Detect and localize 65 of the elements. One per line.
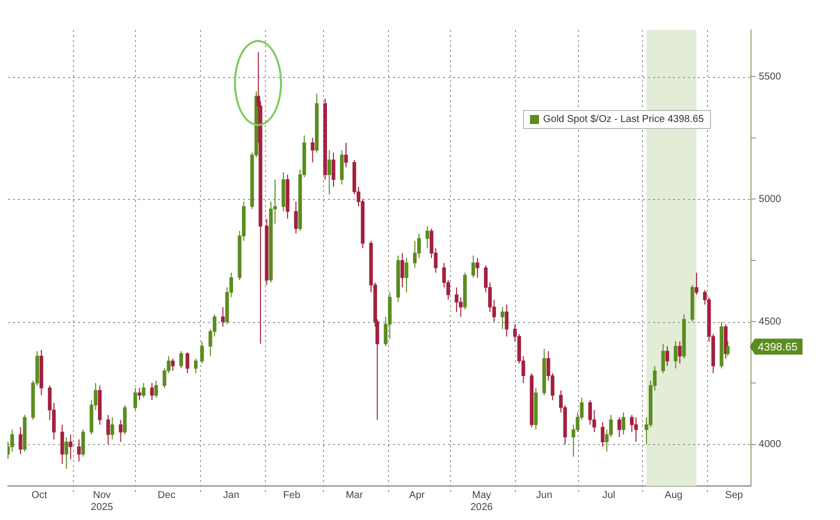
candlestick: [327, 150, 332, 195]
candlestick: [110, 416, 114, 440]
candlestick: [726, 340, 730, 357]
candlestick: [588, 400, 592, 426]
candlestick: [194, 358, 198, 374]
x-tick-label: Aug: [664, 490, 682, 501]
candlestick: [186, 352, 190, 374]
y-tick-label: 4000: [758, 439, 782, 450]
legend-label: Gold Spot $/Oz - Last Price 4398.65: [543, 114, 704, 125]
x-tick-label: Jan: [223, 490, 240, 501]
candlestick: [694, 272, 698, 296]
candlestick: [221, 306, 225, 328]
candlestick: [118, 419, 122, 442]
candlestick: [68, 434, 72, 460]
candlestick: [170, 358, 175, 372]
candlestick: [64, 436, 68, 470]
candlestick: [634, 416, 638, 442]
candlestick: [600, 422, 604, 448]
x-tick-label: Mar: [346, 490, 364, 501]
candlestick: [81, 429, 85, 458]
candlestick: [344, 142, 348, 168]
x-tick-label: Jul: [602, 490, 616, 501]
y-tick-label: 5000: [758, 194, 782, 205]
candlestick: [179, 350, 183, 369]
candlestick: [630, 414, 634, 433]
candlestick: [617, 416, 622, 438]
candlestick: [332, 152, 336, 188]
candlestick: [150, 382, 154, 401]
candlestick: [665, 346, 670, 366]
candlestick: [404, 258, 408, 293]
x-tick-label: Oct: [32, 490, 48, 501]
x-tick-label: Feb: [283, 490, 301, 501]
candlestick: [678, 340, 682, 364]
y-tick-label: 5500: [758, 71, 782, 82]
x-tick-label: Sep: [725, 490, 744, 501]
x-tick-label: May 2026: [470, 490, 494, 513]
candlestick: [133, 387, 138, 410]
candlestick: [142, 382, 146, 398]
x-tick-label: Dec: [158, 490, 176, 501]
candlestick: [471, 255, 476, 278]
candlestick: [10, 429, 14, 452]
candlestick: [458, 296, 463, 318]
x-tick-label: Apr: [409, 490, 426, 501]
candlestick: [504, 304, 508, 337]
candlestick: [138, 387, 142, 401]
candlestick: [18, 426, 22, 455]
candlestick: [400, 252, 404, 288]
candlestick: [622, 412, 626, 436]
candlestick: [426, 226, 430, 249]
candlestick: [154, 380, 158, 398]
candlestick: [476, 258, 480, 278]
y-tick-label: 4500: [758, 316, 782, 328]
candlestick: [500, 306, 504, 330]
candlestick: [294, 201, 298, 234]
candlestick: [60, 424, 64, 464]
x-tick-label: Nov 2025: [90, 490, 114, 513]
candlestick: [674, 340, 678, 369]
candlestick: [106, 414, 110, 445]
x-tick-label: Jun: [536, 490, 552, 501]
candlestick: [661, 343, 665, 374]
candlestick: [413, 240, 417, 268]
annotation: 4398.65: [758, 342, 798, 354]
candlestick: [310, 137, 314, 163]
candlestick: [77, 438, 81, 462]
candlestick: [200, 340, 204, 364]
